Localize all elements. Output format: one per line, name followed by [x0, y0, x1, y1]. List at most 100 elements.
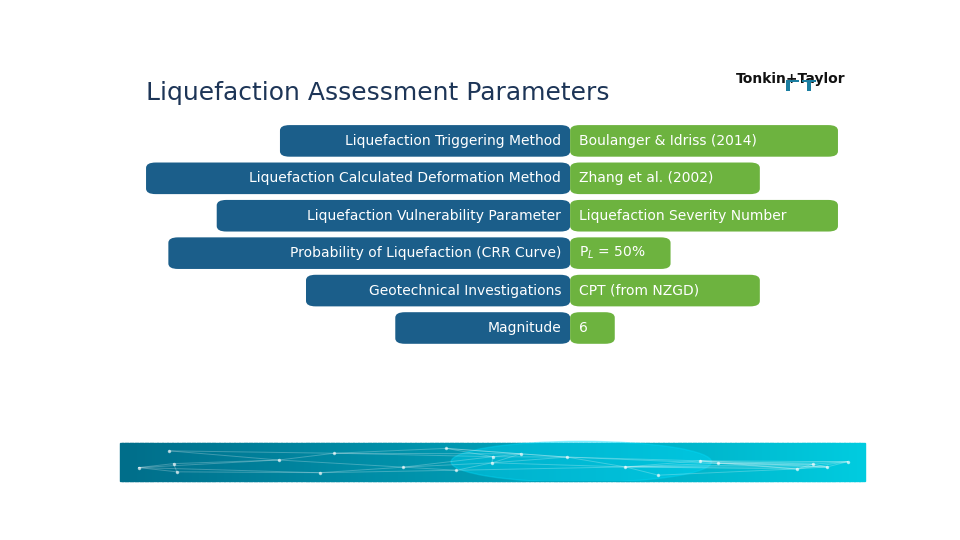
Bar: [710, 443, 713, 481]
Bar: [831, 443, 835, 481]
Bar: [175, 443, 178, 481]
Bar: [685, 443, 688, 481]
Bar: [817, 443, 820, 481]
Text: Tonkin+Taylor: Tonkin+Taylor: [735, 72, 846, 86]
Text: Liquefaction Severity Number: Liquefaction Severity Number: [579, 209, 786, 222]
Bar: [718, 443, 721, 481]
Bar: [676, 443, 679, 481]
Text: Liquefaction Assessment Parameters: Liquefaction Assessment Parameters: [146, 81, 610, 105]
Bar: [125, 443, 129, 481]
Bar: [264, 443, 267, 481]
Bar: [827, 443, 830, 481]
Bar: [512, 443, 516, 481]
Bar: [487, 443, 491, 481]
Bar: [269, 443, 272, 481]
Bar: [797, 443, 801, 481]
Bar: [341, 443, 344, 481]
Bar: [463, 443, 466, 481]
Text: P$_L$ = 50%: P$_L$ = 50%: [579, 245, 646, 261]
Bar: [859, 443, 862, 481]
Bar: [212, 443, 215, 481]
Bar: [153, 443, 156, 481]
Bar: [524, 443, 527, 481]
Bar: [308, 443, 312, 481]
Bar: [485, 443, 488, 481]
FancyBboxPatch shape: [306, 275, 570, 306]
Bar: [618, 443, 622, 481]
Bar: [507, 443, 510, 481]
Bar: [681, 443, 684, 481]
Bar: [140, 443, 143, 481]
Bar: [532, 443, 535, 481]
FancyBboxPatch shape: [570, 163, 760, 194]
Bar: [670, 443, 674, 481]
Bar: [559, 443, 563, 481]
Bar: [626, 443, 629, 481]
Bar: [229, 443, 232, 481]
Bar: [593, 443, 597, 481]
Bar: [303, 443, 307, 481]
Text: Liquefaction Vulnerability Parameter: Liquefaction Vulnerability Parameter: [307, 209, 562, 222]
Bar: [338, 443, 342, 481]
Bar: [497, 443, 500, 481]
Bar: [294, 443, 297, 481]
Bar: [576, 443, 580, 481]
Bar: [408, 443, 411, 481]
Bar: [767, 443, 771, 481]
Bar: [825, 443, 828, 481]
Bar: [847, 443, 850, 481]
Bar: [837, 443, 840, 481]
Bar: [504, 443, 508, 481]
Bar: [200, 443, 203, 481]
Bar: [468, 443, 470, 481]
Bar: [693, 443, 696, 481]
Bar: [266, 443, 270, 481]
Bar: [120, 443, 123, 481]
Bar: [554, 443, 557, 481]
Bar: [732, 443, 735, 481]
Bar: [472, 443, 475, 481]
Bar: [474, 443, 478, 481]
Bar: [772, 443, 776, 481]
Bar: [192, 443, 195, 481]
Ellipse shape: [451, 441, 711, 482]
Bar: [482, 443, 486, 481]
Bar: [566, 443, 569, 481]
Bar: [737, 443, 741, 481]
Bar: [165, 443, 168, 481]
Bar: [656, 443, 659, 481]
Bar: [276, 443, 279, 481]
Bar: [792, 443, 795, 481]
Bar: [839, 443, 843, 481]
Text: 6: 6: [579, 321, 588, 335]
Bar: [253, 443, 257, 481]
Bar: [775, 443, 778, 481]
Bar: [540, 443, 542, 481]
Bar: [740, 443, 743, 481]
Bar: [842, 443, 845, 481]
Bar: [331, 443, 334, 481]
Bar: [809, 443, 813, 481]
Bar: [849, 443, 852, 481]
Bar: [629, 443, 632, 481]
Bar: [328, 443, 331, 481]
Text: Geotechnical Investigations: Geotechnical Investigations: [369, 284, 562, 298]
FancyBboxPatch shape: [570, 125, 838, 157]
Bar: [571, 443, 575, 481]
Bar: [202, 443, 205, 481]
Bar: [477, 443, 480, 481]
Bar: [755, 443, 758, 481]
Bar: [147, 443, 151, 481]
Bar: [688, 443, 691, 481]
Bar: [413, 443, 416, 481]
Bar: [492, 443, 495, 481]
Bar: [516, 443, 520, 481]
Bar: [142, 443, 146, 481]
Bar: [806, 82, 811, 91]
Bar: [723, 443, 726, 481]
Bar: [324, 443, 326, 481]
Bar: [728, 443, 731, 481]
Bar: [244, 443, 248, 481]
Bar: [753, 443, 756, 481]
Bar: [403, 443, 406, 481]
